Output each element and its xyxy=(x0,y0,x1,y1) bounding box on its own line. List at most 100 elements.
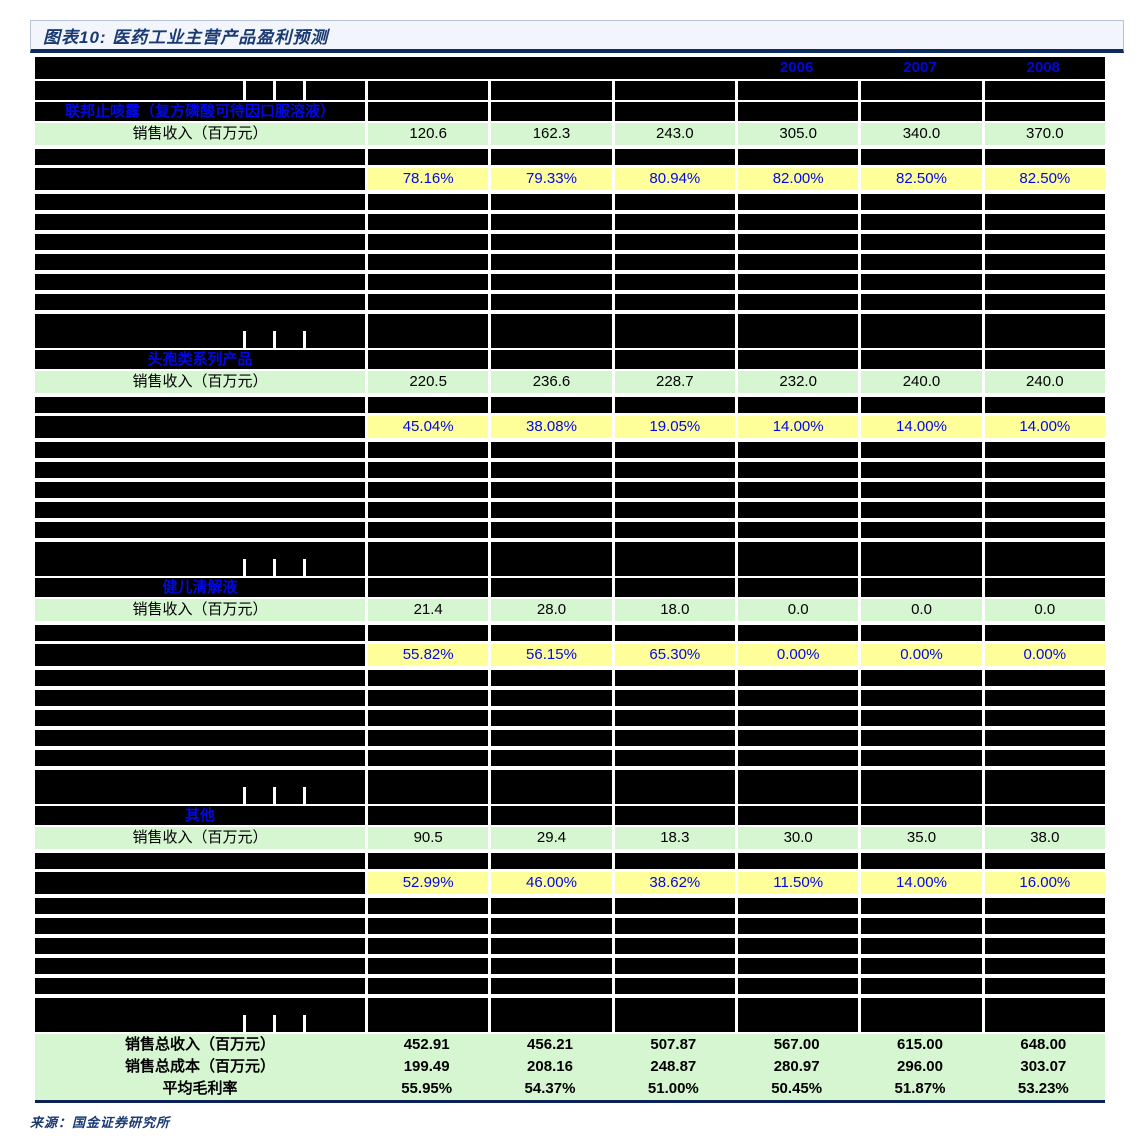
redacted-cell xyxy=(35,670,365,686)
redacted-cell xyxy=(738,898,859,914)
redacted-cell xyxy=(368,502,489,518)
summary-value: 208.16 xyxy=(527,1058,573,1075)
redacted-cell xyxy=(35,168,365,190)
margin-row: 55.82% 56.15% 65.30% 0.00% 0.00% 0.00% xyxy=(35,644,1105,666)
redacted-cell xyxy=(614,234,735,250)
tick-mark xyxy=(273,331,276,348)
redacted-cell xyxy=(614,81,735,100)
redacted-row xyxy=(35,254,1105,270)
tick-mark xyxy=(303,331,306,348)
redacted-row-group xyxy=(35,194,1105,310)
redacted-cell xyxy=(984,442,1105,458)
margin-value: 0.00% xyxy=(776,646,820,663)
redacted-cell xyxy=(738,214,859,230)
summary-value: 51.87% xyxy=(894,1080,946,1097)
redacted-cell xyxy=(614,978,735,994)
redacted-cell xyxy=(491,482,612,498)
redacted-cell xyxy=(861,625,982,641)
redacted-cell xyxy=(614,254,735,270)
redacted-cell xyxy=(984,853,1105,869)
summary-value: 296.00 xyxy=(897,1058,943,1075)
redacted-cell xyxy=(861,194,982,210)
summary-value: 55.95% xyxy=(401,1080,453,1097)
revenue-value: 28.0 xyxy=(536,601,567,618)
redacted-row-group xyxy=(35,898,1105,994)
redacted-cell xyxy=(35,149,365,165)
year-cell: 2007 xyxy=(858,57,982,79)
redacted-cell xyxy=(35,397,365,413)
redacted-cell xyxy=(984,522,1105,538)
redacted-cell xyxy=(738,542,859,576)
revenue-value: 18.3 xyxy=(660,829,690,846)
product-name: 头孢类系列产品 xyxy=(147,351,253,368)
redacted-cell xyxy=(738,770,859,804)
redacted-cell xyxy=(368,81,489,100)
redacted-cell xyxy=(491,522,612,538)
redacted-cell xyxy=(861,314,982,348)
redacted-cell xyxy=(984,542,1105,576)
redacted-cell xyxy=(35,770,365,804)
redacted-cell xyxy=(861,898,982,914)
redacted-cell xyxy=(738,730,859,746)
tick-mark xyxy=(243,331,246,348)
redacted-cell xyxy=(491,578,612,597)
redacted-cell xyxy=(368,442,489,458)
revenue-row: 销售收入（百万元） 220.5 236.6 228.7 232.0 240.0 … xyxy=(35,371,1105,393)
margin-value: 46.00% xyxy=(526,874,577,891)
redacted-cell xyxy=(491,462,612,478)
redacted-cell xyxy=(861,482,982,498)
redacted-cell xyxy=(35,730,365,746)
revenue-value: 240.0 xyxy=(902,373,941,390)
redacted-cell xyxy=(368,998,489,1032)
margin-value: 14.00% xyxy=(896,874,947,891)
redacted-cell xyxy=(984,102,1105,121)
revenue-value: 0.0 xyxy=(911,601,932,618)
redacted-row xyxy=(35,710,1105,726)
redacted-cell xyxy=(368,770,489,804)
product-header-row: 健儿清解液 xyxy=(35,578,1105,597)
year-cell: 2008 xyxy=(981,57,1105,79)
redacted-cell xyxy=(491,102,612,121)
redacted-cell xyxy=(861,81,982,100)
redacted-row xyxy=(35,214,1105,230)
product-header-row: 头孢类系列产品 xyxy=(35,350,1105,369)
redacted-cell xyxy=(614,918,735,934)
redacted-cell xyxy=(861,542,982,576)
year-cell: 2006 xyxy=(735,57,859,79)
redacted-row xyxy=(35,81,1105,100)
redacted-cell xyxy=(35,314,365,348)
redacted-row xyxy=(35,274,1105,290)
redacted-row xyxy=(35,898,1105,914)
product-sections: 联邦止咳露（复方磷酸可待因口服溶液） 销售收入（百万元） 120.6 162.3… xyxy=(35,102,1105,1032)
redacted-cell xyxy=(738,670,859,686)
margin-value: 14.00% xyxy=(896,418,947,435)
redacted-cell xyxy=(368,462,489,478)
redacted-cell xyxy=(35,958,365,974)
revenue-value: 240.0 xyxy=(1026,373,1064,390)
redacted-cell xyxy=(614,998,735,1032)
redacted-row-tall xyxy=(35,542,1105,576)
summary-label: 平均毛利率 xyxy=(162,1080,238,1097)
redacted-row xyxy=(35,397,1105,413)
redacted-row xyxy=(35,853,1105,869)
redacted-cell xyxy=(368,898,489,914)
redacted-cell xyxy=(738,314,859,348)
redacted-cell xyxy=(861,522,982,538)
redacted-cell xyxy=(738,149,859,165)
redacted-cell xyxy=(861,730,982,746)
redacted-cell xyxy=(491,234,612,250)
redacted-cell xyxy=(614,938,735,954)
redacted-cell xyxy=(35,938,365,954)
redacted-cell xyxy=(861,806,982,825)
redacted-cell xyxy=(491,502,612,518)
redacted-cell xyxy=(738,750,859,766)
redacted-cell xyxy=(491,918,612,934)
redacted-cell xyxy=(368,918,489,934)
redacted-cell xyxy=(491,397,612,413)
redacted-cell xyxy=(35,625,365,641)
redacted-cell xyxy=(738,522,859,538)
revenue-value: 35.0 xyxy=(906,829,937,846)
tick-mark xyxy=(243,559,246,576)
redacted-cell xyxy=(368,730,489,746)
redacted-cell xyxy=(984,770,1105,804)
